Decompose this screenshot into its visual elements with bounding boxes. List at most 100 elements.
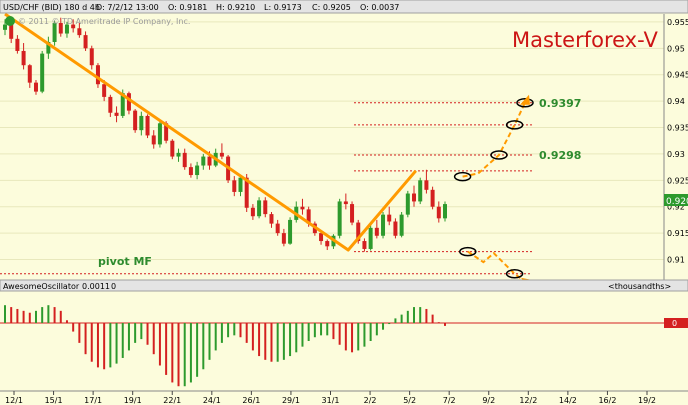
y-tick-label: 0.935 <box>667 124 688 133</box>
candle-body <box>238 177 243 192</box>
target-ellipse <box>505 269 524 279</box>
y-tick-label: 0.945 <box>667 71 688 80</box>
oscillator-bar <box>0 279 688 292</box>
target-ellipse <box>459 246 477 257</box>
target-levels <box>0 102 532 275</box>
target-label-0-9298: 0.9298 <box>539 149 581 162</box>
candle-body <box>374 227 379 236</box>
candle-body <box>430 189 435 207</box>
y-tick-label: 0.955 <box>667 18 688 27</box>
candle-body <box>405 193 410 215</box>
candle-body <box>412 193 417 202</box>
candle-body <box>195 165 200 176</box>
candle-body <box>436 206 441 219</box>
x-tick-label: 5/2 <box>403 396 416 405</box>
y-tick-label: 0.93 <box>667 150 685 159</box>
candle-body <box>281 233 286 244</box>
candle-body <box>3 24 7 30</box>
candle-body <box>64 24 69 34</box>
candle-body <box>126 93 131 111</box>
candle-body <box>201 156 206 166</box>
oscillator-zero: 0 <box>111 282 116 291</box>
candle-body <box>275 223 280 234</box>
open-close-label: O: 0.0037 <box>360 3 399 12</box>
candle-body <box>15 38 20 51</box>
oscillator-marker <box>664 318 688 328</box>
candle-body <box>33 82 38 92</box>
oscillator-unit: <thousandths> <box>608 282 671 291</box>
y-tick-label: 0.925 <box>667 176 688 185</box>
projection-up-arrow <box>520 94 530 105</box>
projection-down-line <box>467 250 526 283</box>
candle-body <box>176 152 181 157</box>
candle-body <box>337 201 342 236</box>
candle-body <box>9 24 14 39</box>
candle-body <box>77 28 82 36</box>
candle-body <box>139 115 144 131</box>
candle-body <box>244 177 249 208</box>
x-tick-label: 12/1 <box>5 396 23 405</box>
candle-body <box>319 233 324 242</box>
x-tick-label: 19/1 <box>124 396 142 405</box>
target-ellipse <box>453 171 472 182</box>
awesome-oscillator <box>4 305 446 387</box>
candle-body <box>356 222 361 242</box>
candle-body <box>108 96 113 113</box>
copyright-text: © 2011 © TD Ameritrade IP Company, Inc. <box>18 17 190 26</box>
candle-body <box>46 41 51 54</box>
candle-body <box>170 140 175 157</box>
time-axis: 12/1 15/1 17/1 19/1 22/1 24/1 26/1 29/1 31/1 2/2 5… <box>0 390 688 405</box>
x-tick-label: 16/2 <box>598 396 616 405</box>
candle-body <box>368 227 373 249</box>
x-tick-label: 2/2 <box>364 396 377 405</box>
candle-body <box>387 214 392 222</box>
watermark-title: Masterforex-V <box>512 28 658 52</box>
candle-body <box>343 201 348 205</box>
y-tick-label: 0.915 <box>667 229 688 238</box>
pivot-label: pivot MF <box>98 255 152 268</box>
x-tick-label: 17/1 <box>84 396 102 405</box>
price-axis: 0.91 0.915 0.92 0.925 0.93 0.935 0.94 0.945 0.95… <box>663 14 688 280</box>
y-tick-label: 0.91 <box>667 256 685 265</box>
x-tick-label: 19/2 <box>638 396 656 405</box>
candle-body <box>288 219 293 244</box>
high-label: H: 0.9210 <box>216 3 255 12</box>
candle-body <box>350 204 355 223</box>
y-tick-label: 0.92 <box>667 203 685 212</box>
target-label-0-9397: 0.9397 <box>539 97 581 110</box>
candle-body <box>325 241 330 247</box>
symbol-label[interactable]: USD/CHF (BID) 180 d 4h <box>3 3 100 12</box>
y-tick-label: 0.95 <box>667 44 685 53</box>
x-tick-label: 26/1 <box>242 396 260 405</box>
candle-body <box>151 135 156 145</box>
candle-body <box>443 204 447 219</box>
candle-body <box>40 53 45 92</box>
candle-body <box>52 22 57 42</box>
oscillator-value: 0.0011 <box>82 282 110 291</box>
candle-body <box>89 48 94 66</box>
candle-body <box>182 152 187 168</box>
indicator-icon[interactable] <box>5 16 15 26</box>
candle-body <box>95 65 100 85</box>
candle-body <box>114 112 119 116</box>
target-ellipse <box>490 150 508 160</box>
candle-body <box>399 214 404 236</box>
candle-body <box>300 206 305 210</box>
candle-body <box>83 35 88 49</box>
x-tick-label: 15/1 <box>45 396 63 405</box>
target-ellipse <box>516 97 534 108</box>
close-label: C: 0.9205 <box>312 3 351 12</box>
projection-up-line <box>462 102 526 178</box>
x-tick-label: 7/2 <box>443 396 456 405</box>
last-price-marker <box>664 194 688 206</box>
candle-body <box>263 200 268 215</box>
candle-body <box>424 180 429 190</box>
open-label: O: 0.9181 <box>168 3 207 12</box>
candle-body <box>145 115 150 136</box>
info-bar <box>0 0 688 14</box>
x-tick-label: 22/1 <box>163 396 181 405</box>
v-pattern <box>4 12 417 252</box>
last-price-label: 0.920 <box>666 197 688 207</box>
oscillator-name[interactable]: AwesomeOscillator <box>3 282 80 291</box>
candle-body <box>120 93 125 116</box>
